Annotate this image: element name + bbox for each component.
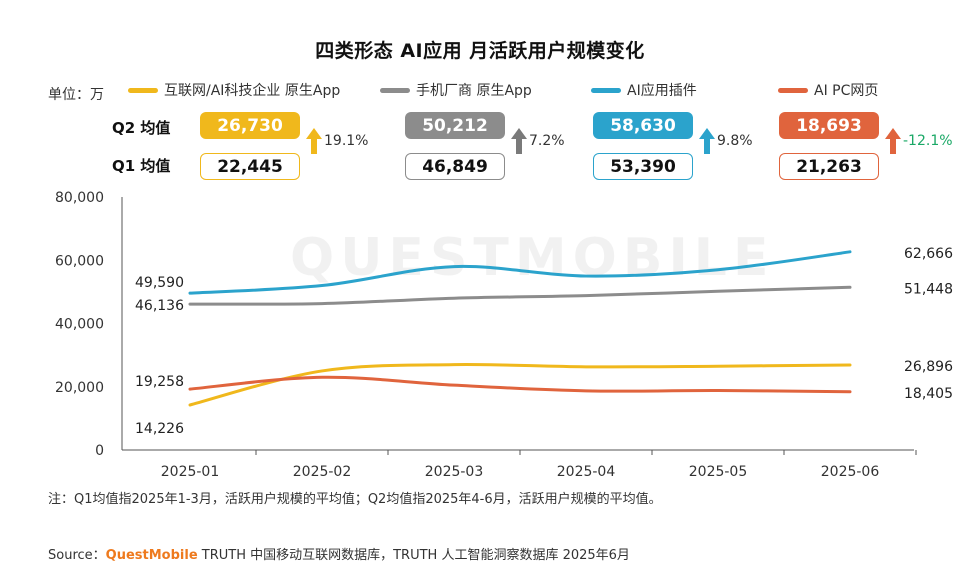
- legend-item-plugin: AI应用插件: [591, 79, 697, 101]
- trend-arrow-up-icon: [699, 128, 715, 154]
- start-data-label: 14,226: [135, 421, 184, 437]
- y-tick-label: 0: [95, 443, 104, 459]
- x-tick-label: 2025-04: [557, 464, 616, 480]
- legend-label: 互联网/AI科技企业 原生App: [164, 83, 341, 99]
- line-pc-web: [188, 375, 852, 394]
- q1-average-badge: 46,849: [405, 153, 505, 180]
- start-data-label: 19,258: [135, 374, 184, 390]
- line-chart: 80,000 60,000 40,000 20,000 0 2025-01 2025-02 2…: [55, 190, 953, 480]
- start-data-label: 49,590: [135, 275, 184, 291]
- x-tick-label: 2025-06: [821, 464, 880, 480]
- x-tick-label: 2025-03: [425, 464, 484, 480]
- line-internet-app: [188, 363, 852, 407]
- chart-title: 四类形态 AI应用 月活跃用户规模变化: [315, 40, 645, 62]
- source-prefix: Source：: [48, 548, 106, 563]
- line-plugin: [188, 250, 852, 295]
- legend-label: 手机厂商 原生App: [416, 83, 532, 99]
- x-tick-label: 2025-01: [161, 464, 220, 480]
- trend-arrow-up-icon: [511, 128, 527, 154]
- legend-item-phone-app: 手机厂商 原生App: [380, 79, 532, 101]
- q2-average-badge: 18,693: [779, 112, 879, 139]
- q2-average-badge: 50,212: [405, 112, 505, 139]
- change-percent: 7.2%: [529, 133, 565, 149]
- y-tick-label: 40,000: [55, 317, 104, 333]
- source-line: Source：QuestMobile TRUTH 中国移动互联网数据库，TRUT…: [48, 544, 630, 563]
- legend-label: AI PC网页: [814, 83, 879, 99]
- trend-arrow-up-icon: [885, 128, 901, 154]
- y-tick-label: 20,000: [55, 380, 104, 396]
- legend-swatch: [778, 87, 808, 93]
- q2-row-label: Q2 均值: [112, 119, 171, 137]
- q1-average-badge: 21,263: [779, 153, 879, 180]
- change-percent: 19.1%: [324, 133, 369, 149]
- change-percent: 9.8%: [717, 133, 753, 149]
- end-data-label: 26,896: [904, 359, 953, 375]
- source-brand: QuestMobile: [105, 548, 198, 563]
- start-data-label: 46,136: [135, 298, 184, 314]
- x-tick-label: 2025-02: [293, 464, 352, 480]
- x-tick-label: 2025-05: [689, 464, 748, 480]
- end-data-label: 62,666: [904, 246, 953, 262]
- unit-label: 单位：万: [48, 87, 104, 103]
- legend-label: AI应用插件: [627, 83, 697, 99]
- trend-arrow-up-icon: [306, 128, 322, 154]
- legend-item-pc-web: AI PC网页: [778, 79, 878, 101]
- q2-average-badge: 26,730: [200, 112, 300, 139]
- legend-item-internet-app: 互联网/AI科技企业 原生App: [128, 79, 340, 101]
- q1-average-badge: 22,445: [200, 153, 300, 180]
- y-tick-label: 60,000: [55, 253, 104, 269]
- end-data-label: 18,405: [904, 386, 953, 402]
- y-tick-label: 80,000: [55, 190, 104, 206]
- q1-row-label: Q1 均值: [112, 157, 171, 175]
- legend-swatch: [380, 87, 410, 93]
- line-phone-app: [188, 285, 852, 306]
- source-suffix: TRUTH 中国移动互联网数据库，TRUTH 人工智能洞察数据库 2025年6月: [197, 548, 630, 563]
- legend-swatch: [591, 87, 621, 93]
- footnote: 注：Q1均值指2025年1-3月，活跃用户规模的平均值；Q2均值指2025年4-…: [48, 492, 662, 507]
- legend-swatch: [128, 87, 158, 93]
- end-data-label: 51,448: [904, 281, 953, 297]
- q1-average-badge: 53,390: [593, 153, 693, 180]
- change-percent: -12.1%: [903, 133, 953, 149]
- q2-average-badge: 58,630: [593, 112, 693, 139]
